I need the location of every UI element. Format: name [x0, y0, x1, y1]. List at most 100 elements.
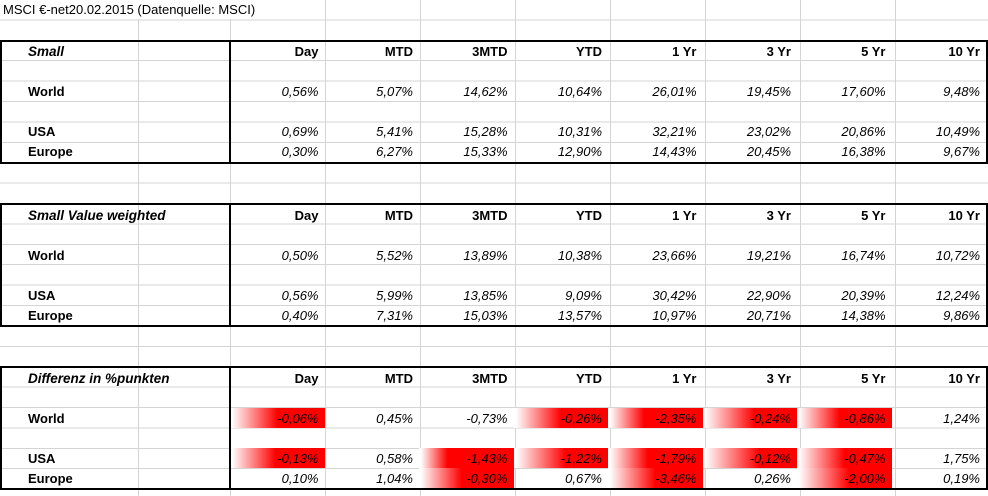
col-header-ytd[interactable]: YTD [576, 207, 602, 223]
value-cell[interactable]: 10,49% [935, 124, 980, 140]
value-cell[interactable]: 16,74% [841, 247, 886, 263]
value-cell[interactable]: 23,02% [746, 124, 791, 140]
col-header-5yr[interactable]: 5 Yr [861, 44, 886, 60]
value-cell[interactable]: 0,45% [376, 410, 413, 426]
value-cell[interactable]: 0,50% [281, 247, 319, 263]
col-header-10yr[interactable]: 10 Yr [948, 44, 980, 60]
col-header-day[interactable]: Day [294, 370, 319, 386]
value-cell[interactable]: 5,99% [376, 287, 413, 303]
value-cell[interactable]: 12,90% [557, 144, 602, 160]
col-header-5yr[interactable]: 5 Yr [861, 370, 886, 386]
col-header-5yr[interactable]: 5 Yr [861, 207, 886, 223]
value-cell[interactable]: -0,06% [230, 408, 325, 429]
col-header-10yr[interactable]: 10 Yr [948, 207, 980, 223]
col-header-3yr[interactable]: 3 Yr [766, 370, 791, 386]
value-cell[interactable]: 13,89% [463, 247, 508, 263]
row-label-europe[interactable]: Europe [28, 470, 73, 486]
table-name-cell[interactable]: Differenz in %punkten [28, 370, 170, 386]
col-header-3mtd[interactable]: 3MTD [472, 44, 508, 60]
value-cell[interactable]: 13,85% [463, 287, 508, 303]
value-cell[interactable]: 13,57% [557, 307, 602, 323]
value-cell[interactable]: 0,56% [281, 287, 319, 303]
value-cell[interactable]: 20,71% [746, 307, 791, 323]
col-header-mtd[interactable]: MTD [384, 207, 413, 223]
col-header-mtd[interactable]: MTD [384, 44, 413, 60]
value-cell[interactable]: -1,22% [513, 448, 608, 469]
col-header-day[interactable]: Day [294, 44, 319, 60]
value-cell[interactable]: 22,90% [746, 287, 791, 303]
value-cell[interactable]: 10,97% [652, 307, 697, 323]
value-cell[interactable]: 0,30% [281, 144, 319, 160]
value-cell[interactable]: -2,35% [608, 408, 703, 429]
value-cell[interactable]: 5,41% [376, 124, 413, 140]
col-header-mtd[interactable]: MTD [384, 370, 413, 386]
value-cell[interactable]: 19,21% [746, 247, 791, 263]
value-cell[interactable]: 17,60% [841, 84, 886, 100]
value-cell[interactable]: 23,66% [652, 247, 697, 263]
value-cell[interactable]: 10,72% [935, 247, 980, 263]
value-cell[interactable]: 1,04% [376, 470, 413, 486]
value-cell[interactable]: -0,47% [797, 448, 892, 469]
row-label-usa[interactable]: USA [28, 124, 56, 140]
value-cell[interactable]: -2,00% [797, 468, 892, 489]
value-cell[interactable]: 5,52% [376, 247, 413, 263]
value-cell[interactable]: 10,64% [557, 84, 602, 100]
value-cell[interactable]: 32,21% [652, 124, 697, 140]
value-cell[interactable]: 26,01% [652, 84, 697, 100]
value-cell[interactable]: -0,24% [702, 408, 797, 429]
value-cell[interactable]: 20,86% [841, 124, 886, 140]
row-label-usa[interactable]: USA [28, 450, 56, 466]
value-cell[interactable]: 20,39% [841, 287, 886, 303]
col-header-3mtd[interactable]: 3MTD [472, 370, 508, 386]
value-cell[interactable]: 10,31% [557, 124, 602, 140]
value-cell[interactable]: 0,56% [281, 84, 319, 100]
value-cell[interactable]: 16,38% [841, 144, 886, 160]
value-cell[interactable]: 0,26% [754, 470, 791, 486]
value-cell[interactable]: 30,42% [652, 287, 697, 303]
table-name-cell[interactable]: Small Value weighted [28, 207, 166, 223]
value-cell[interactable]: 9,48% [943, 84, 980, 100]
row-label-world[interactable]: World [28, 84, 65, 100]
row-label-world[interactable]: World [28, 410, 65, 426]
row-label-europe[interactable]: Europe [28, 144, 73, 160]
col-header-1yr[interactable]: 1 Yr [672, 207, 697, 223]
value-cell[interactable]: -1,79% [608, 448, 703, 469]
value-cell[interactable]: 15,03% [463, 307, 508, 323]
value-cell[interactable]: -0,26% [513, 408, 608, 429]
value-cell[interactable]: 15,33% [463, 144, 508, 160]
col-header-3mtd[interactable]: 3MTD [472, 207, 508, 223]
value-cell[interactable]: -1,43% [419, 448, 514, 469]
title-cell[interactable]: MSCI €-net20.02.2015 (Datenquelle: MSCI) [0, 0, 324, 19]
col-header-1yr[interactable]: 1 Yr [672, 44, 697, 60]
value-cell[interactable]: 0,58% [376, 450, 413, 466]
value-cell[interactable]: 10,38% [557, 247, 602, 263]
table-name-cell[interactable]: Small [28, 44, 65, 60]
value-cell[interactable]: 5,07% [376, 84, 413, 100]
value-cell[interactable]: -0,12% [702, 448, 797, 469]
col-header-ytd[interactable]: YTD [576, 370, 602, 386]
value-cell[interactable]: 9,86% [943, 307, 980, 323]
col-header-3yr[interactable]: 3 Yr [766, 207, 791, 223]
row-label-world[interactable]: World [28, 247, 65, 263]
value-cell[interactable]: 0,19% [943, 470, 980, 486]
row-label-europe[interactable]: Europe [28, 307, 73, 323]
value-cell[interactable]: 14,38% [841, 307, 886, 323]
value-cell[interactable]: 1,75% [943, 450, 980, 466]
value-cell[interactable]: 7,31% [376, 307, 413, 323]
value-cell[interactable]: 1,24% [943, 410, 980, 426]
value-cell[interactable]: -0,30% [419, 468, 514, 489]
value-cell[interactable]: 15,28% [463, 124, 508, 140]
value-cell[interactable]: 0,10% [281, 470, 319, 486]
value-cell[interactable]: 0,67% [565, 470, 602, 486]
value-cell[interactable]: 12,24% [935, 287, 980, 303]
row-label-usa[interactable]: USA [28, 287, 56, 303]
col-header-3yr[interactable]: 3 Yr [766, 44, 791, 60]
value-cell[interactable]: -0,73% [466, 410, 508, 426]
value-cell[interactable]: 9,09% [565, 287, 602, 303]
value-cell[interactable]: -3,46% [608, 468, 703, 489]
value-cell[interactable]: 19,45% [746, 84, 791, 100]
value-cell[interactable]: 6,27% [376, 144, 413, 160]
col-header-10yr[interactable]: 10 Yr [948, 370, 980, 386]
col-header-ytd[interactable]: YTD [576, 44, 602, 60]
value-cell[interactable]: 0,69% [281, 124, 319, 140]
